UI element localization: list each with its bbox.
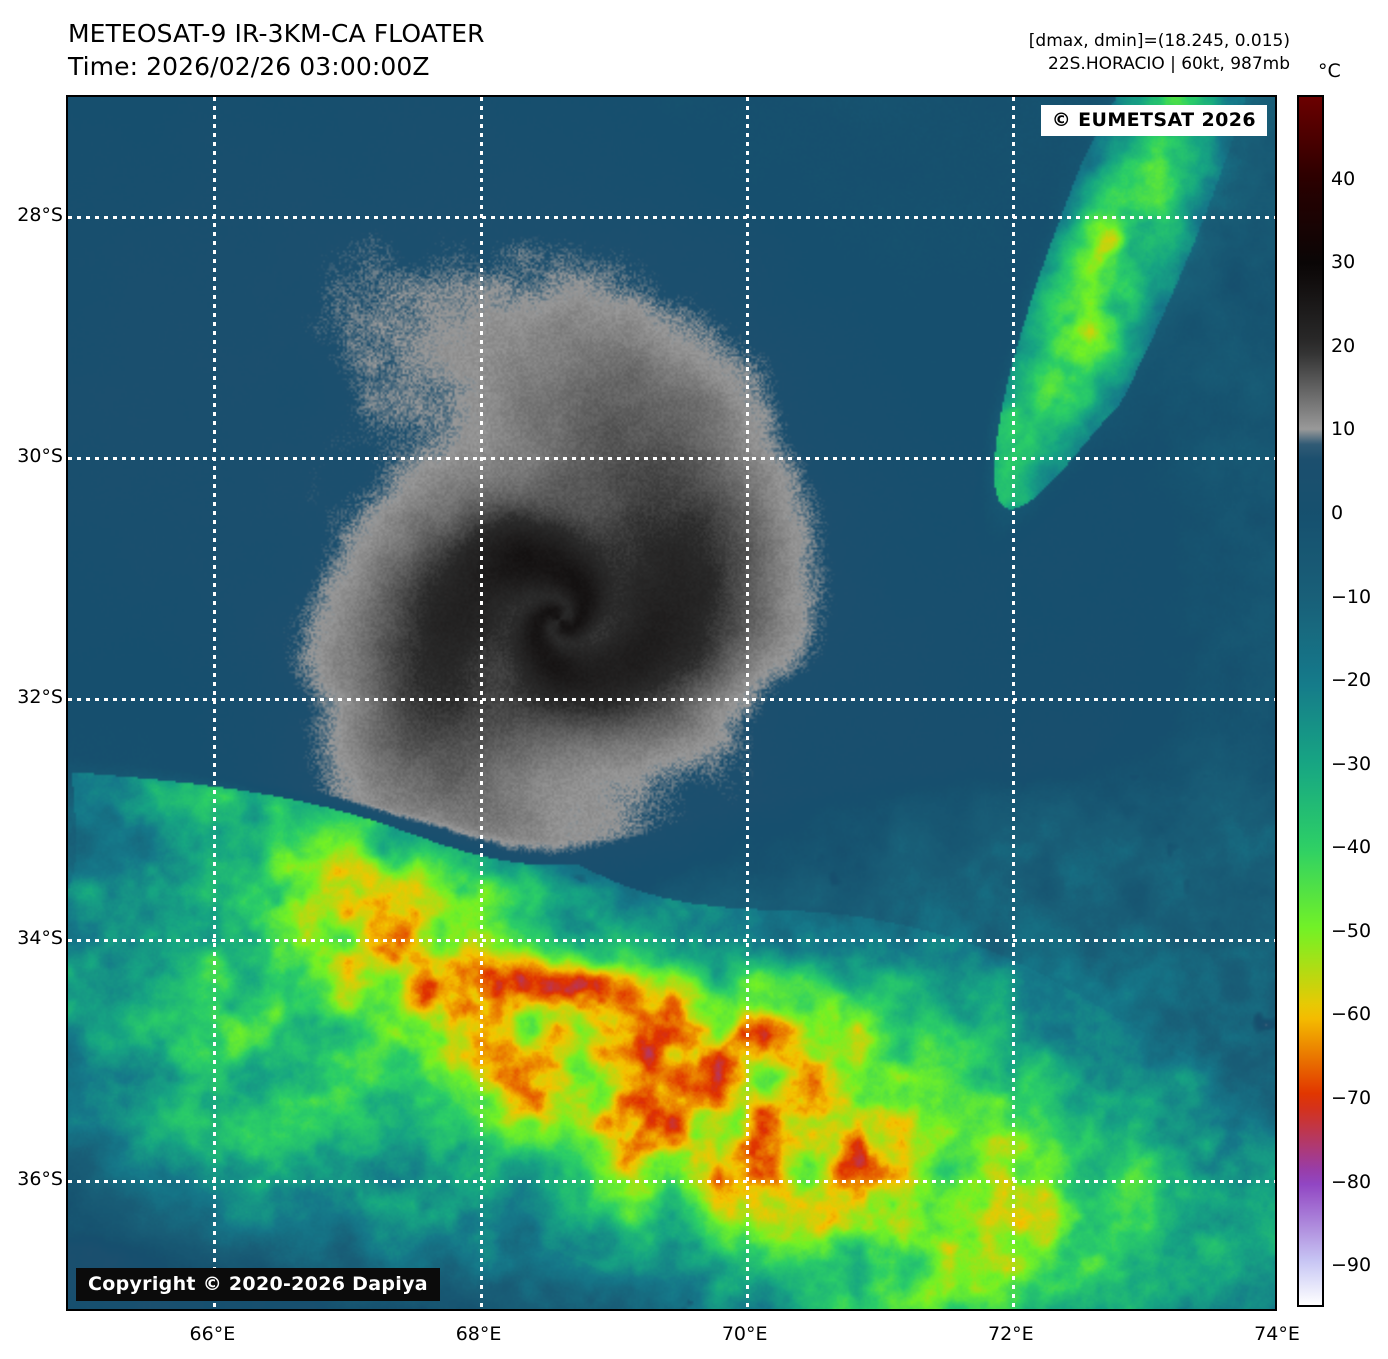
longitude-label-72: 72°E [988, 1323, 1034, 1345]
eumetsat-copyright-badge: © EUMETSAT 2026 [1040, 105, 1267, 136]
header-metadata-block: [dmax, dmin]=(18.245, 0.015) 22S.HORACIO… [1029, 30, 1290, 76]
colorbar-tick-30: 30 [1331, 251, 1356, 274]
longitude-label-68: 68°E [455, 1323, 502, 1345]
latitude-label-28: 28°S [17, 204, 63, 227]
colorbar-tick-0: 0 [1331, 501, 1344, 524]
colorbar-tick-40: 40 [1331, 167, 1356, 190]
satellite-image-plot[interactable]: © EUMETSAT 2026 Copyright © 2020-2026 Da… [66, 95, 1277, 1311]
colorbar-tick--80: −80 [1331, 1170, 1372, 1193]
colorbar-gradient [1299, 97, 1322, 1305]
colorbar-tick--30: −30 [1331, 752, 1372, 775]
dapiya-copyright-badge: Copyright © 2020-2026 Dapiya [76, 1268, 440, 1301]
latitude-label-30: 30°S [17, 445, 63, 468]
colorbar-tick--90: −90 [1331, 1254, 1372, 1277]
latitude-label-32: 32°S [17, 685, 63, 708]
dmax-dmin-label: [dmax, dmin]=(18.245, 0.015) [1028, 31, 1290, 51]
colorbar-tick-20: 20 [1331, 334, 1356, 357]
colorbar-tick--70: −70 [1331, 1087, 1372, 1110]
page-title: METEOSAT-9 IR-3KM-CA FLOATER [68, 19, 485, 48]
latitude-label-36: 36°S [17, 1167, 63, 1190]
longitude-label-66: 66°E [189, 1323, 236, 1345]
latitude-label-34: 34°S [17, 926, 63, 949]
colorbar-unit-label: °C [1318, 60, 1341, 82]
colorbar-tick--40: −40 [1331, 836, 1372, 859]
colorbar[interactable] [1297, 95, 1324, 1307]
colorbar-tick--50: −50 [1331, 919, 1372, 942]
header-title-block: METEOSAT-9 IR-3KM-CA FLOATER Time: 2026/… [68, 18, 485, 83]
colorbar-tick-10: 10 [1331, 418, 1356, 441]
longitude-label-70: 70°E [721, 1323, 768, 1345]
colorbar-tick--20: −20 [1331, 669, 1372, 692]
colorbar-tick--10: −10 [1331, 585, 1372, 608]
satellite-ir-imagery [68, 97, 1275, 1309]
timestamp-label: Time: 2026/02/26 03:00:00Z [68, 51, 430, 81]
colorbar-tick--60: −60 [1331, 1003, 1372, 1026]
storm-info-label: 22S.HORACIO | 60kt, 987mb [1048, 53, 1290, 74]
longitude-label-74: 74°E [1254, 1323, 1300, 1345]
